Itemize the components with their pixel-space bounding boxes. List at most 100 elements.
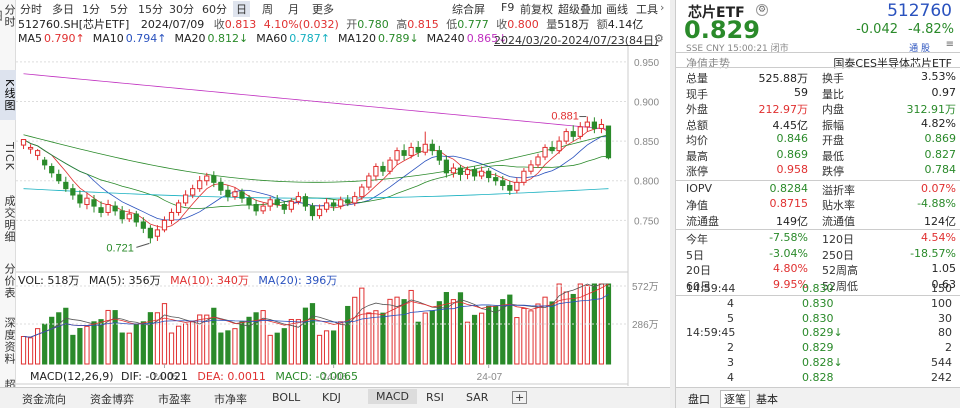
tool-2[interactable]: 前复权	[520, 3, 553, 16]
stat-label: 5日	[686, 248, 704, 262]
volume-bar	[387, 298, 393, 365]
candle-body	[479, 170, 485, 177]
tool-4[interactable]: 画线	[606, 3, 628, 16]
quote-tab-1[interactable]: 逐笔	[720, 390, 750, 408]
ma-bar: MA5 0.790↑ MA10 0.794↑ MA20 0.812↓ MA60 0.787↑ M…	[18, 32, 670, 47]
period-0[interactable]: 分时	[20, 3, 42, 16]
divider	[676, 295, 960, 296]
quote-tab-0[interactable]: 盘口	[688, 393, 710, 406]
period-4[interactable]: 15分	[138, 3, 163, 16]
indicator-tab-1[interactable]: 资金博弈	[90, 393, 134, 406]
candle-body	[112, 205, 118, 212]
left-tab-strip: 分时图K线图TICK成交明细分价表深度资料超级	[0, 0, 16, 408]
volume-bar	[408, 289, 414, 365]
tool-0[interactable]: 综合屏	[452, 3, 485, 16]
menu-icon[interactable]: ≡	[945, 39, 954, 50]
indicator-tab-6[interactable]: MACD	[368, 389, 417, 404]
indicator-tab-9[interactable]: +	[512, 391, 528, 404]
period-8[interactable]: 周	[262, 3, 273, 16]
ma-item-4: MA120 0.789↓	[338, 32, 419, 45]
stat-label: 内盘	[822, 103, 844, 116]
divider	[676, 67, 960, 68]
stat-value: 4.82%	[921, 116, 956, 130]
collapse-icon[interactable]: ›	[660, 1, 665, 14]
period-1[interactable]: 多日	[52, 3, 74, 16]
stat-label: 净值	[686, 199, 708, 212]
stat-label: 60日	[686, 279, 711, 293]
volume-bar	[35, 328, 41, 365]
period-6[interactable]: 60分	[202, 3, 227, 16]
price-tick: 0.950	[634, 58, 659, 69]
tick-time: 5	[727, 311, 734, 325]
volume-bar	[352, 296, 358, 365]
left-tab-1[interactable]: K线图	[0, 70, 16, 120]
volume-bar	[260, 310, 266, 365]
tick-volume: 2	[945, 341, 952, 355]
stat-value: 212.97万	[758, 103, 809, 116]
quote-panel: 芯片ETF ⚙ 512760 0.829 -0.042 -4.82% SSE C…	[675, 0, 960, 408]
candle-body	[161, 219, 168, 231]
tool-3[interactable]: 超级叠加	[558, 3, 602, 16]
volume-bar	[528, 310, 534, 365]
stat-value: 0.63	[931, 277, 957, 291]
indicator-tab-5[interactable]: KDJ	[322, 391, 341, 404]
volume-bar	[267, 334, 273, 365]
volume-bar	[27, 337, 34, 365]
tool-1[interactable]: F9	[501, 1, 515, 14]
vol-ma10: MA(10): 340万	[170, 274, 249, 287]
stat-row: 最高 0.869 最低 0.827	[686, 148, 956, 163]
candle-body	[274, 199, 280, 206]
volume-bar	[338, 321, 344, 365]
period-10[interactable]: 更多	[312, 3, 334, 16]
settings-icon[interactable]: ⚙	[756, 4, 768, 16]
tick-volume: 150	[931, 282, 952, 295]
indicator-tab-0[interactable]: 资金流向	[22, 393, 66, 406]
quote-tab-2[interactable]: 基本	[756, 393, 778, 406]
indicator-tab-2[interactable]: 市盈率	[158, 393, 191, 406]
stat-row: 外盘 212.97万 内盘 312.91万	[686, 101, 956, 116]
ma-item-3: MA60 0.787↑	[256, 32, 330, 45]
left-tab-0[interactable]: 分时图	[0, 4, 16, 28]
volume-bar	[140, 321, 146, 365]
stat-label: 贴水率	[822, 199, 855, 212]
ma-label-2: MA20	[174, 32, 206, 45]
period-7[interactable]: 日	[233, 1, 250, 17]
info-high: 0.815	[407, 18, 439, 31]
volume-bar	[225, 330, 231, 365]
ma-value-2: 0.812↓	[207, 32, 249, 45]
indicator-tab-7[interactable]: RSI	[426, 391, 444, 404]
period-5[interactable]: 30分	[169, 3, 194, 16]
date-range[interactable]: 2024/03/20-2024/07/23(84日)	[494, 34, 659, 47]
candle-body	[493, 177, 499, 182]
left-tab-3[interactable]: 成交明细	[3, 195, 16, 243]
gear-icon[interactable]: ⚙	[654, 32, 664, 45]
candle-body	[380, 165, 386, 172]
period-9[interactable]: 月	[288, 3, 299, 16]
macd-value: MACD: -0.0065	[275, 370, 358, 383]
price-tick: 0.800	[634, 177, 659, 188]
period-3[interactable]: 5分	[110, 3, 128, 16]
stat-label: 最高	[686, 149, 708, 163]
panel-divider[interactable]	[670, 0, 675, 408]
kline-chart[interactable]: 0.950 0.900 0.850 0.800 0.750 0.881 0.721 572万 2…	[16, 46, 670, 386]
candle-body	[556, 140, 562, 152]
tick-volume: 80	[938, 326, 952, 340]
period-2[interactable]: 1分	[82, 3, 100, 16]
ma240-line	[23, 73, 609, 130]
volume-bar	[239, 321, 245, 365]
candle-body	[98, 207, 104, 213]
stat-value: 3.53%	[921, 70, 956, 83]
candle-body	[338, 199, 344, 207]
indicator-tab-8[interactable]: SAR	[466, 391, 489, 404]
macd-label: MACD(12,26,9)	[30, 370, 114, 383]
date-tick: 24-07	[477, 372, 503, 383]
left-tab-5[interactable]: 深度资料	[3, 317, 16, 365]
tick-row: 2 0.829 2	[686, 341, 956, 355]
indicator-tab-4[interactable]: BOLL	[272, 391, 301, 404]
stat-row: 60日 9.95% 52周低 0.63	[686, 277, 957, 293]
indicator-tab-3[interactable]: 市净率	[214, 393, 247, 406]
tool-5[interactable]: 工具	[636, 3, 658, 16]
candle-body	[373, 165, 379, 177]
left-tab-4[interactable]: 分价表	[3, 263, 16, 299]
left-tab-2[interactable]: TICK	[3, 141, 16, 171]
